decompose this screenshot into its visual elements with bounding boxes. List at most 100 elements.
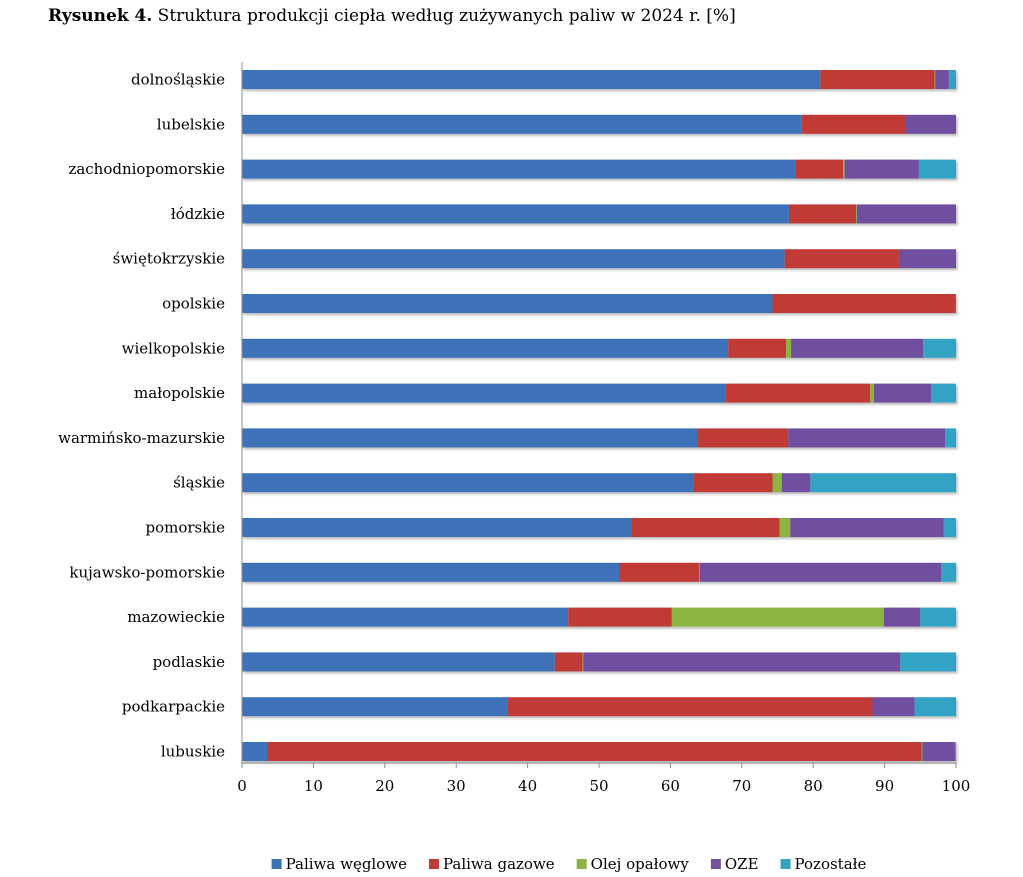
bar-segment [583, 652, 901, 672]
bar-segment [786, 338, 792, 358]
bar-segment [242, 294, 773, 313]
bar-segment [242, 114, 802, 134]
bar-segment [870, 383, 874, 403]
legend-item: Paliwa węglowe [271, 855, 407, 873]
legend-label: Paliwa gazowe [443, 855, 555, 873]
x-tick-label: 60 [661, 777, 680, 795]
bar-segment [784, 249, 899, 269]
bar-segment [242, 383, 727, 403]
bar-segment [955, 742, 956, 761]
x-tick-label: 40 [518, 777, 537, 795]
figure-caption: Rysunek 4. Struktura produkcji ciepła we… [48, 6, 736, 26]
x-tick-label: 100 [942, 777, 971, 795]
bar-segment [923, 338, 956, 358]
bar-segment [266, 742, 922, 761]
bar-segment [914, 697, 956, 717]
x-tick-label: 50 [589, 777, 608, 795]
bar-segment [844, 159, 919, 179]
bar-segment [945, 428, 956, 448]
x-tick-label: 20 [375, 777, 394, 795]
legend-item: Olej opałowy [576, 855, 689, 873]
bar-segment [922, 742, 956, 761]
legend-label: OZE [725, 855, 759, 873]
bar-segment [788, 428, 946, 448]
bar-segment [918, 159, 956, 179]
bar-segment [698, 562, 700, 582]
axes-group: dolnośląskie lubelskie zachodniopomorskie ł… [58, 62, 970, 795]
category-label: łódzkie [171, 205, 225, 223]
bar-segment [791, 338, 924, 358]
legend: Paliwa węglowe Paliwa gazowe Olej opałowy O… [271, 855, 867, 873]
bar-segment [779, 518, 791, 537]
figure-caption-text: Struktura produkcji ciepła według zużywa… [157, 6, 736, 26]
bar-segment [554, 652, 583, 672]
bar-segment [242, 697, 508, 717]
x-tick-label: 10 [304, 777, 323, 795]
category-label: mazowieckie [127, 608, 225, 626]
bar-segment [568, 607, 672, 627]
bar-segment [934, 70, 936, 89]
bar-segment [242, 70, 821, 89]
legend-swatch [780, 859, 791, 869]
x-tick-label: 70 [732, 777, 751, 795]
bar-segment [631, 518, 780, 537]
category-label: podkarpackie [122, 698, 225, 716]
bar-segment [582, 652, 584, 672]
bar-segment [697, 428, 789, 448]
bar-segment [726, 383, 871, 403]
legend-swatch [576, 859, 587, 869]
bar-segment [242, 652, 555, 672]
bar-segment [943, 518, 956, 537]
bar-segment [883, 607, 921, 627]
bar-segment [242, 159, 796, 179]
bar-segment [931, 383, 956, 403]
category-label: dolnośląskie [131, 71, 225, 89]
category-label: lubelskie [157, 115, 225, 133]
category-label: świętokrzyskie [113, 250, 225, 268]
bar-segment [772, 294, 956, 313]
legend-label: Pozostałe [795, 855, 867, 873]
bar-segment [795, 159, 844, 179]
figure-caption-label: Rysunek 4. [48, 6, 153, 26]
bar-segment [728, 338, 787, 358]
legend-item: OZE [710, 855, 759, 873]
bar-segment [242, 249, 785, 269]
bar-segment [618, 562, 699, 582]
bar-segment [906, 114, 956, 134]
legend-swatch [271, 859, 282, 869]
bar-segment [671, 607, 884, 627]
bar-segment [242, 204, 789, 224]
category-label: podlaskie [153, 653, 226, 671]
x-tick-label: 0 [237, 777, 247, 795]
bar-segment [242, 607, 569, 627]
legend-swatch [710, 859, 721, 869]
bar-segment [693, 473, 773, 493]
bar-segment [801, 114, 907, 134]
bar-segment [699, 562, 942, 582]
category-label: kujawsko-pomorskie [69, 563, 225, 581]
bar-segment [955, 294, 956, 313]
category-label: warmińsko-mazurskie [58, 429, 225, 447]
legend-item: Pozostałe [780, 855, 867, 873]
bar-segment [898, 249, 956, 269]
category-label: śląskie [173, 474, 225, 492]
legend-swatch [428, 859, 439, 869]
bar-segment [843, 159, 845, 179]
bar-segment [935, 70, 949, 89]
bar-segment [873, 383, 932, 403]
bars-group [242, 70, 956, 761]
bar-segment [772, 473, 782, 493]
bar-segment [242, 562, 619, 582]
bar-segment [242, 742, 267, 761]
legend-label: Paliwa węglowe [286, 855, 407, 873]
bar-segment [788, 204, 857, 224]
bar-segment [242, 473, 694, 493]
bar-segment [872, 697, 915, 717]
bar-segment [921, 742, 923, 761]
bar-segment [242, 428, 698, 448]
bar-segment [781, 473, 811, 493]
bar-segment [856, 204, 956, 224]
category-label: wielkopolskie [122, 339, 225, 357]
category-label: małopolskie [134, 384, 225, 402]
category-label: lubuskie [161, 743, 225, 761]
